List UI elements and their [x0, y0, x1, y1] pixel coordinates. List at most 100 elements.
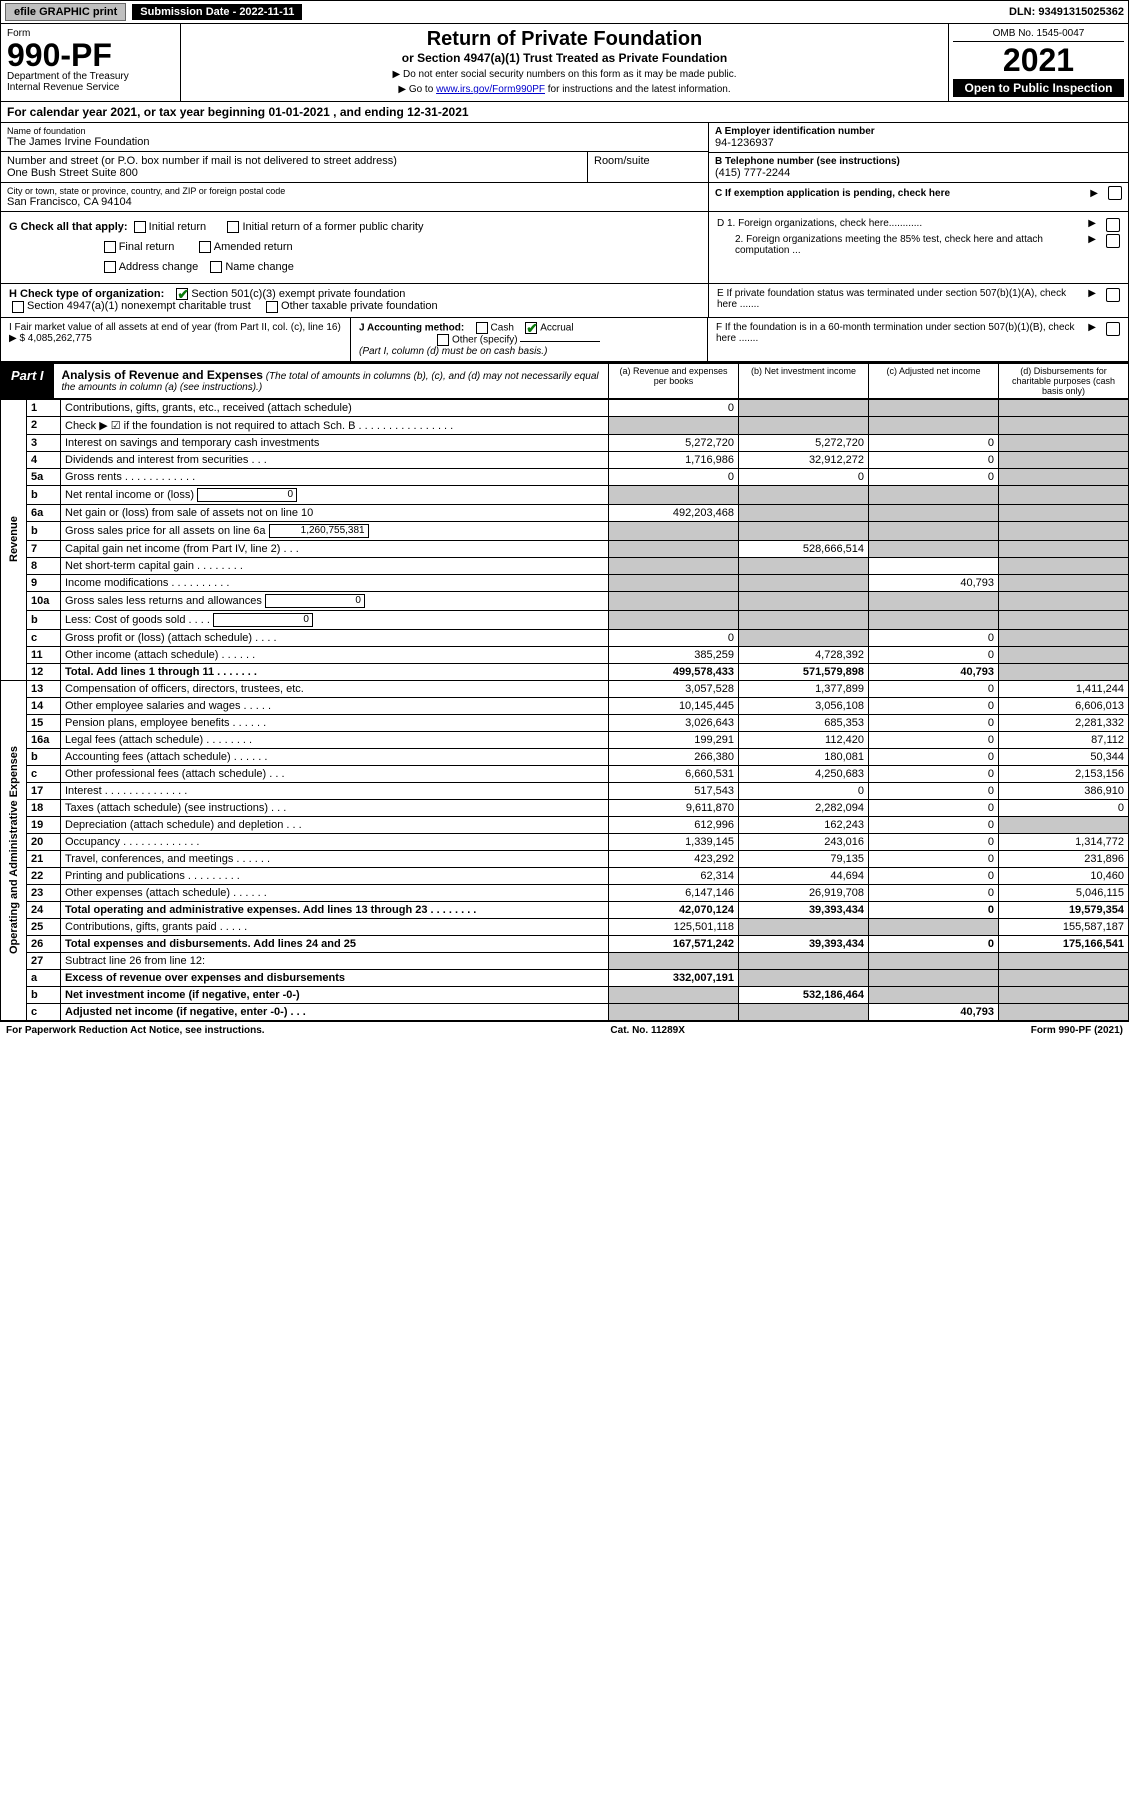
part1-label: Part I — [1, 364, 54, 398]
amount-cell: 0 — [869, 468, 999, 485]
amount-cell — [869, 521, 999, 540]
cb-name-change[interactable] — [210, 261, 222, 273]
amount-cell: 3,056,108 — [739, 697, 869, 714]
amount-cell — [609, 540, 739, 557]
line-number: 6a — [27, 504, 61, 521]
amount-cell: 0 — [609, 629, 739, 646]
amount-cell — [739, 399, 869, 416]
e-checkbox[interactable] — [1106, 288, 1120, 302]
cb-final-return[interactable] — [104, 241, 116, 253]
cb-initial-former[interactable] — [227, 221, 239, 233]
revenue-expense-table: Revenue1Contributions, gifts, grants, et… — [0, 399, 1129, 1021]
section-ij: I Fair market value of all assets at end… — [0, 318, 1129, 362]
amount-cell: 167,571,242 — [609, 935, 739, 952]
cb-other-taxable[interactable] — [266, 301, 278, 313]
telephone-label: B Telephone number (see instructions) — [715, 156, 1122, 167]
amount-cell: 0 — [609, 399, 739, 416]
amount-cell: 175,166,541 — [999, 935, 1129, 952]
amount-cell — [999, 540, 1129, 557]
cb-other-method[interactable] — [437, 334, 449, 346]
amount-cell: 155,587,187 — [999, 918, 1129, 935]
amount-cell — [999, 663, 1129, 680]
line-description: Occupancy . . . . . . . . . . . . . — [61, 833, 609, 850]
amount-cell: 0 — [869, 714, 999, 731]
amount-cell: 6,660,531 — [609, 765, 739, 782]
amount-cell: 39,393,434 — [739, 901, 869, 918]
amount-cell: 40,793 — [869, 663, 999, 680]
foundation-name: The James Irvine Foundation — [7, 136, 702, 148]
submission-date-badge: Submission Date - 2022-11-11 — [132, 4, 302, 20]
omb-number: OMB No. 1545-0047 — [953, 28, 1124, 42]
line-number: 10a — [27, 591, 61, 610]
dln-label: DLN: 93491315025362 — [1009, 6, 1124, 18]
amount-cell: 423,292 — [609, 850, 739, 867]
line-number: 3 — [27, 434, 61, 451]
ein-value: 94-1236937 — [715, 137, 1122, 149]
line-description: Gross profit or (loss) (attach schedule)… — [61, 629, 609, 646]
amount-cell: 2,282,094 — [739, 799, 869, 816]
d1-label: D 1. Foreign organizations, check here..… — [717, 218, 1084, 232]
col-d-header: (d) Disbursements for charitable purpose… — [998, 364, 1128, 398]
amount-cell — [869, 591, 999, 610]
amount-cell — [869, 416, 999, 434]
amount-cell: 231,896 — [999, 850, 1129, 867]
d1-checkbox[interactable] — [1106, 218, 1120, 232]
note-link: ▶ Go to www.irs.gov/Form990PF for instru… — [189, 84, 940, 95]
part1-header: Part I Analysis of Revenue and Expenses … — [0, 362, 1129, 399]
amount-cell: 180,081 — [739, 748, 869, 765]
line-number: b — [27, 986, 61, 1003]
amount-cell: 1,377,899 — [739, 680, 869, 697]
side-label: Operating and Administrative Expenses — [1, 680, 27, 1020]
amount-cell — [999, 610, 1129, 629]
f-checkbox[interactable] — [1106, 322, 1120, 336]
amount-cell: 0 — [999, 799, 1129, 816]
form-header: Form 990-PF Department of the Treasury I… — [0, 24, 1129, 102]
d2-checkbox[interactable] — [1106, 234, 1120, 248]
line-number: b — [27, 485, 61, 504]
amount-cell: 0 — [869, 680, 999, 697]
amount-cell: 199,291 — [609, 731, 739, 748]
line-number: 23 — [27, 884, 61, 901]
c-checkbox[interactable] — [1108, 186, 1122, 200]
cb-address-change[interactable] — [104, 261, 116, 273]
cb-501c3[interactable] — [176, 288, 188, 300]
amount-cell: 0 — [869, 765, 999, 782]
amount-cell — [869, 952, 999, 969]
top-bar: efile GRAPHIC print Submission Date - 20… — [0, 0, 1129, 24]
amount-cell: 4,250,683 — [739, 765, 869, 782]
cb-cash[interactable] — [476, 322, 488, 334]
amount-cell: 10,460 — [999, 867, 1129, 884]
efile-print-button[interactable]: efile GRAPHIC print — [5, 3, 126, 21]
line-description: Depreciation (attach schedule) and deple… — [61, 816, 609, 833]
d2-label: 2. Foreign organizations meeting the 85%… — [717, 234, 1084, 256]
amount-cell: 4,728,392 — [739, 646, 869, 663]
amount-cell: 685,353 — [739, 714, 869, 731]
amount-cell — [609, 557, 739, 574]
line-description: Other expenses (attach schedule) . . . .… — [61, 884, 609, 901]
city-state-zip: San Francisco, CA 94104 — [7, 196, 702, 208]
amount-cell: 112,420 — [739, 731, 869, 748]
irs-link[interactable]: www.irs.gov/Form990PF — [436, 84, 545, 95]
amount-cell: 0 — [869, 782, 999, 799]
amount-cell: 6,147,146 — [609, 884, 739, 901]
irs-label: Internal Revenue Service — [7, 82, 174, 93]
line-description: Other employee salaries and wages . . . … — [61, 697, 609, 714]
amount-cell — [609, 416, 739, 434]
amount-cell: 0 — [869, 816, 999, 833]
amount-cell — [739, 591, 869, 610]
cb-amended-return[interactable] — [199, 241, 211, 253]
cb-accrual[interactable] — [525, 322, 537, 334]
line-number: 1 — [27, 399, 61, 416]
amount-cell — [869, 918, 999, 935]
amount-cell: 0 — [869, 451, 999, 468]
cb-4947a1[interactable] — [12, 301, 24, 313]
calendar-year-line: For calendar year 2021, or tax year begi… — [0, 102, 1129, 123]
line-number: 22 — [27, 867, 61, 884]
cb-initial-return[interactable] — [134, 221, 146, 233]
amount-cell: 9,611,870 — [609, 799, 739, 816]
note-ssn: ▶ Do not enter social security numbers o… — [189, 69, 940, 80]
line-description: Interest on savings and temporary cash i… — [61, 434, 609, 451]
amount-cell: 0 — [869, 434, 999, 451]
amount-cell — [739, 918, 869, 935]
amount-cell — [999, 485, 1129, 504]
